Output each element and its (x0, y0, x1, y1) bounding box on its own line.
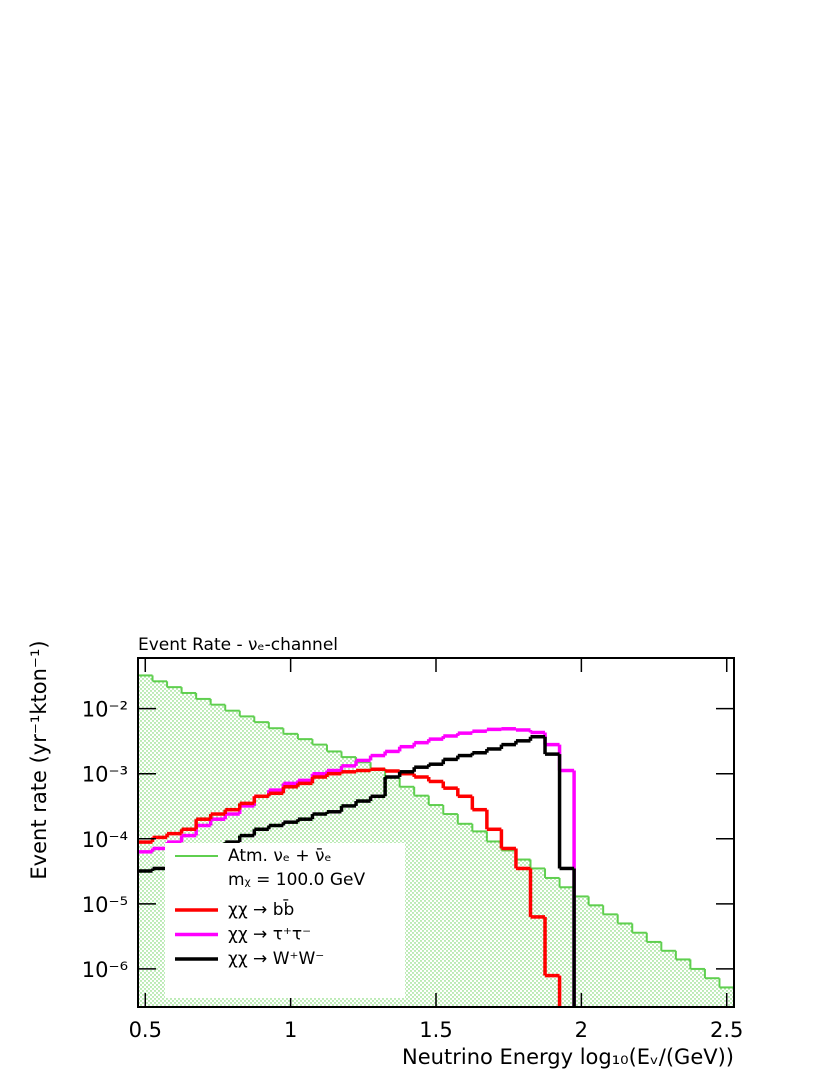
histogram-fill (545, 877, 560, 1007)
histogram-fill (530, 868, 546, 1007)
annotation: mᵪ = 100.0 GeV (228, 870, 365, 890)
histogram-fill (486, 841, 502, 1007)
histogram-fill (690, 968, 705, 1007)
histogram-fill (559, 887, 575, 1007)
histogram-fill (472, 831, 487, 1007)
y-tick-label: 10⁻⁵ (82, 893, 128, 917)
x-tick-label: 2 (575, 1018, 588, 1042)
legend: Atm. νₑ + ν̄ₑ χχ → bb̄ χχ → τ⁺τ⁻ χχ → W⁺W⁻ m… (175, 846, 365, 969)
histogram-fill (414, 795, 429, 1007)
histogram-fill (574, 896, 589, 1007)
y-tick-label: 10⁻⁶ (82, 958, 128, 982)
histogram-fill (603, 914, 618, 1007)
x-tick-label: 1 (284, 1018, 297, 1042)
x-axis-label: Neutrino Energy log₁₀(Eᵥ/(GeV)) (402, 1045, 734, 1069)
y-tick-label: 10⁻⁴ (82, 828, 128, 852)
x-tick-label: 2.5 (710, 1018, 743, 1042)
histogram-fill (443, 814, 458, 1007)
histogram-fill (588, 905, 604, 1007)
legend-label: χχ → τ⁺τ⁻ (228, 925, 311, 945)
chart-title: Event Rate - νₑ-channel (138, 635, 338, 655)
legend-label: χχ → W⁺W⁻ (228, 949, 324, 969)
y-axis-label: Event rate (yr⁻¹kton⁻¹) (27, 640, 51, 879)
x-tick-label: 0.5 (129, 1018, 162, 1042)
legend-label: χχ → bb̄ (228, 898, 294, 920)
histogram-fill (617, 923, 633, 1007)
axes: 0.5 1 1.5 2 2.5 10⁻⁶ 10⁻⁵ 10⁻⁴ 10⁻³ 10⁻² (82, 658, 743, 1042)
histogram-fill (661, 950, 676, 1007)
histogram-fill (632, 932, 647, 1007)
x-tick-label: 1.5 (419, 1018, 452, 1042)
y-tick-label: 10⁻² (82, 698, 128, 722)
legend-box (165, 843, 405, 998)
histogram-fill (675, 959, 691, 1007)
histogram-fill (428, 805, 444, 1007)
histogram-fill (457, 823, 473, 1007)
histogram-fill (501, 850, 516, 1007)
y-tick-label: 10⁻³ (82, 763, 128, 787)
legend-label: Atm. νₑ + ν̄ₑ (228, 846, 332, 866)
histogram-fill (152, 681, 168, 1007)
histogram-fill (704, 978, 720, 1007)
histogram-fill (515, 859, 531, 1007)
histogram-fill (646, 941, 662, 1007)
